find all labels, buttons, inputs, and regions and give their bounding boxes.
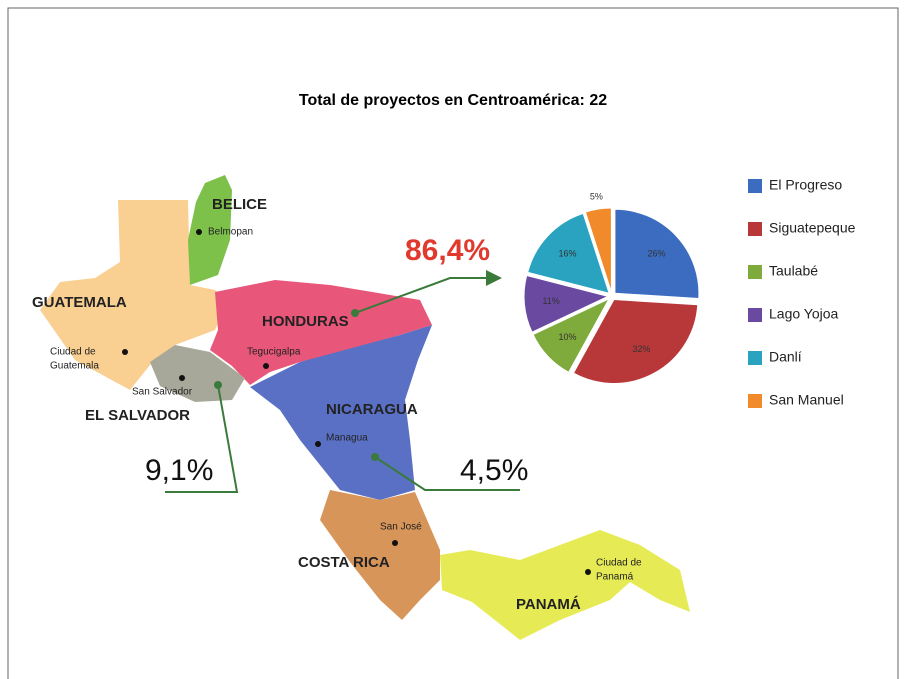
city-label: Belmopan [208,227,253,238]
pie-label: 11% [542,296,559,306]
city-label: Ciudad de [50,347,96,358]
country-label: BELICE [212,196,267,213]
city-dot [315,441,321,447]
leader-line [165,384,239,493]
city-label: Ciudad de [596,558,642,569]
el-salvador [150,345,245,402]
city-dots [122,229,591,575]
costa-rica [320,490,440,620]
panama [440,530,690,640]
legend-swatch [748,308,762,322]
leader-line [354,270,502,314]
pie-label: 32% [632,344,650,354]
leader-dot [371,453,379,461]
pie-label: 26% [648,249,666,259]
pie-slice [523,274,610,333]
pie-slice [614,208,700,300]
city-label: Guatemala [50,361,99,372]
legend-label: San Manuel [769,392,844,408]
city-label: San José [380,522,422,533]
city-dot [392,540,398,546]
city-label: Tegucigalpa [247,347,301,358]
guatemala [40,200,228,390]
city-dot [585,569,591,575]
city-dot [263,363,269,369]
legend-label: Danlí [769,349,802,365]
city-dot [179,375,185,381]
leader-dot [214,381,222,389]
leader-dot [351,309,359,317]
city-label: San Salvador [132,387,193,398]
city-label: Managua [326,433,368,444]
share-label: 86,4% [405,234,490,267]
leader-line [374,456,520,491]
pie-slice [584,207,612,293]
share-label: 4,5% [460,454,528,487]
country-label: PANAMÁ [516,596,581,613]
pie-label: 10% [558,332,576,342]
legend-swatch [748,351,762,365]
pie-slice [532,297,611,374]
frame [7,7,899,679]
legend-swatch [748,265,762,279]
share-label: 9,1% [145,454,213,487]
country-label: COSTA RICA [298,554,390,571]
city-label: Panamá [596,572,634,583]
country-label: HONDURAS [262,313,349,330]
pie-chart: 26% 32% 10% 11% 16% 5% El Progreso Siguatepeque… [523,177,856,408]
belice [188,175,232,285]
pie-label: 5% [590,192,603,202]
map: BELICE GUATEMALA HONDURAS EL SALVADOR NI… [32,175,690,640]
pie-slice [572,298,699,384]
title: Total de proyectos en Centroamérica: 22 [299,92,607,109]
pie-label: 16% [558,249,576,259]
legend-label: Lago Yojoa [769,306,839,322]
pie-slice [527,212,610,294]
legend-swatch [748,222,762,236]
country-label: GUATEMALA [32,294,127,311]
legend-label: Taulabé [769,263,818,279]
legend-swatch [748,394,762,408]
country-label: EL SALVADOR [85,407,190,424]
legend-label: Siguatepeque [769,220,856,236]
country-label: NICARAGUA [326,401,418,418]
nicaragua [250,325,432,500]
city-dot [122,349,128,355]
city-dot [196,229,202,235]
legend-label: El Progreso [769,177,842,193]
honduras [210,280,432,385]
legend-swatch [748,179,762,193]
